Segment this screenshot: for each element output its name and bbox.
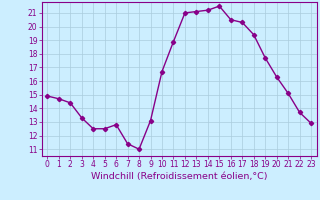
X-axis label: Windchill (Refroidissement éolien,°C): Windchill (Refroidissement éolien,°C) — [91, 172, 268, 181]
